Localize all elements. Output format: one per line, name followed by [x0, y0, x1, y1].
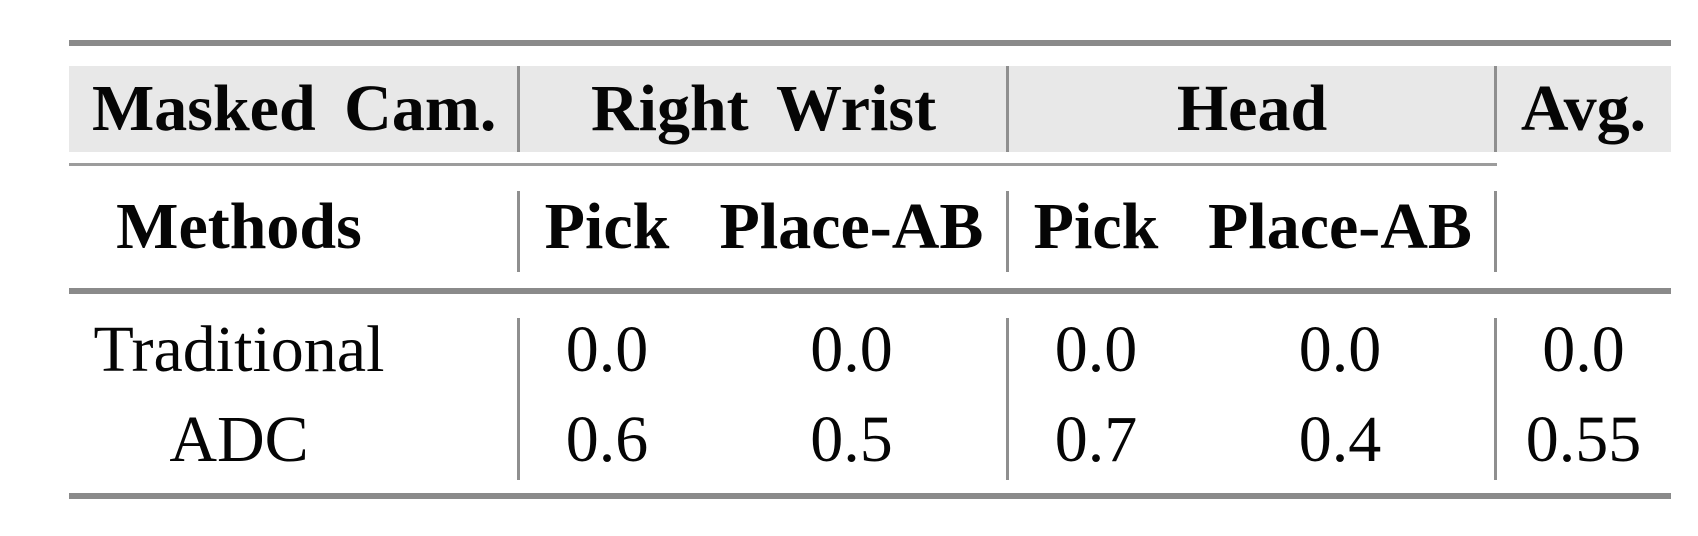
row-adc-head-place-ab: 0.4 [1298, 403, 1382, 476]
col-divider-3-header [1494, 66, 1497, 152]
header-avg: Avg. [1520, 72, 1647, 145]
subheader-head-place-ab: Place-AB [1208, 190, 1472, 263]
col-divider-1-subheader [517, 191, 520, 272]
row-adc-avg: 0.55 [1525, 403, 1642, 476]
col-divider-2-subheader [1006, 191, 1009, 272]
header-band [69, 66, 1671, 152]
table-bottom-rule [69, 493, 1671, 499]
row-traditional-rw-place-ab: 0.0 [810, 313, 893, 386]
row-traditional-rw-pick: 0.0 [565, 313, 649, 386]
header-right-wrist: Right Wrist [590, 72, 937, 145]
table-mid-rule [69, 288, 1671, 294]
row-traditional-method: Traditional [93, 313, 385, 386]
header-masked-cam: Masked Cam. [92, 72, 497, 145]
col-divider-2-header [1006, 66, 1009, 152]
subheader-methods: Methods [116, 190, 362, 263]
subheader-rw-pick: Pick [544, 190, 670, 263]
header-underline-rule [69, 163, 1497, 166]
col-divider-1-body [517, 318, 520, 480]
row-traditional-avg: 0.0 [1542, 313, 1625, 386]
row-adc-rw-pick: 0.6 [565, 403, 649, 476]
row-adc-method: ADC [169, 403, 309, 476]
subheader-head-pick: Pick [1033, 190, 1159, 263]
col-divider-2-body [1006, 318, 1009, 480]
row-adc-rw-place-ab: 0.5 [810, 403, 893, 476]
col-divider-1-header [517, 66, 520, 152]
col-divider-3-subheader [1494, 191, 1497, 272]
table-top-rule [69, 40, 1671, 46]
header-head: Head [1176, 72, 1328, 145]
col-divider-3-body [1494, 318, 1497, 480]
row-adc-head-pick: 0.7 [1054, 403, 1138, 476]
row-traditional-head-pick: 0.0 [1054, 313, 1138, 386]
row-traditional-head-place-ab: 0.0 [1298, 313, 1382, 386]
subheader-rw-place-ab: Place-AB [719, 190, 984, 263]
